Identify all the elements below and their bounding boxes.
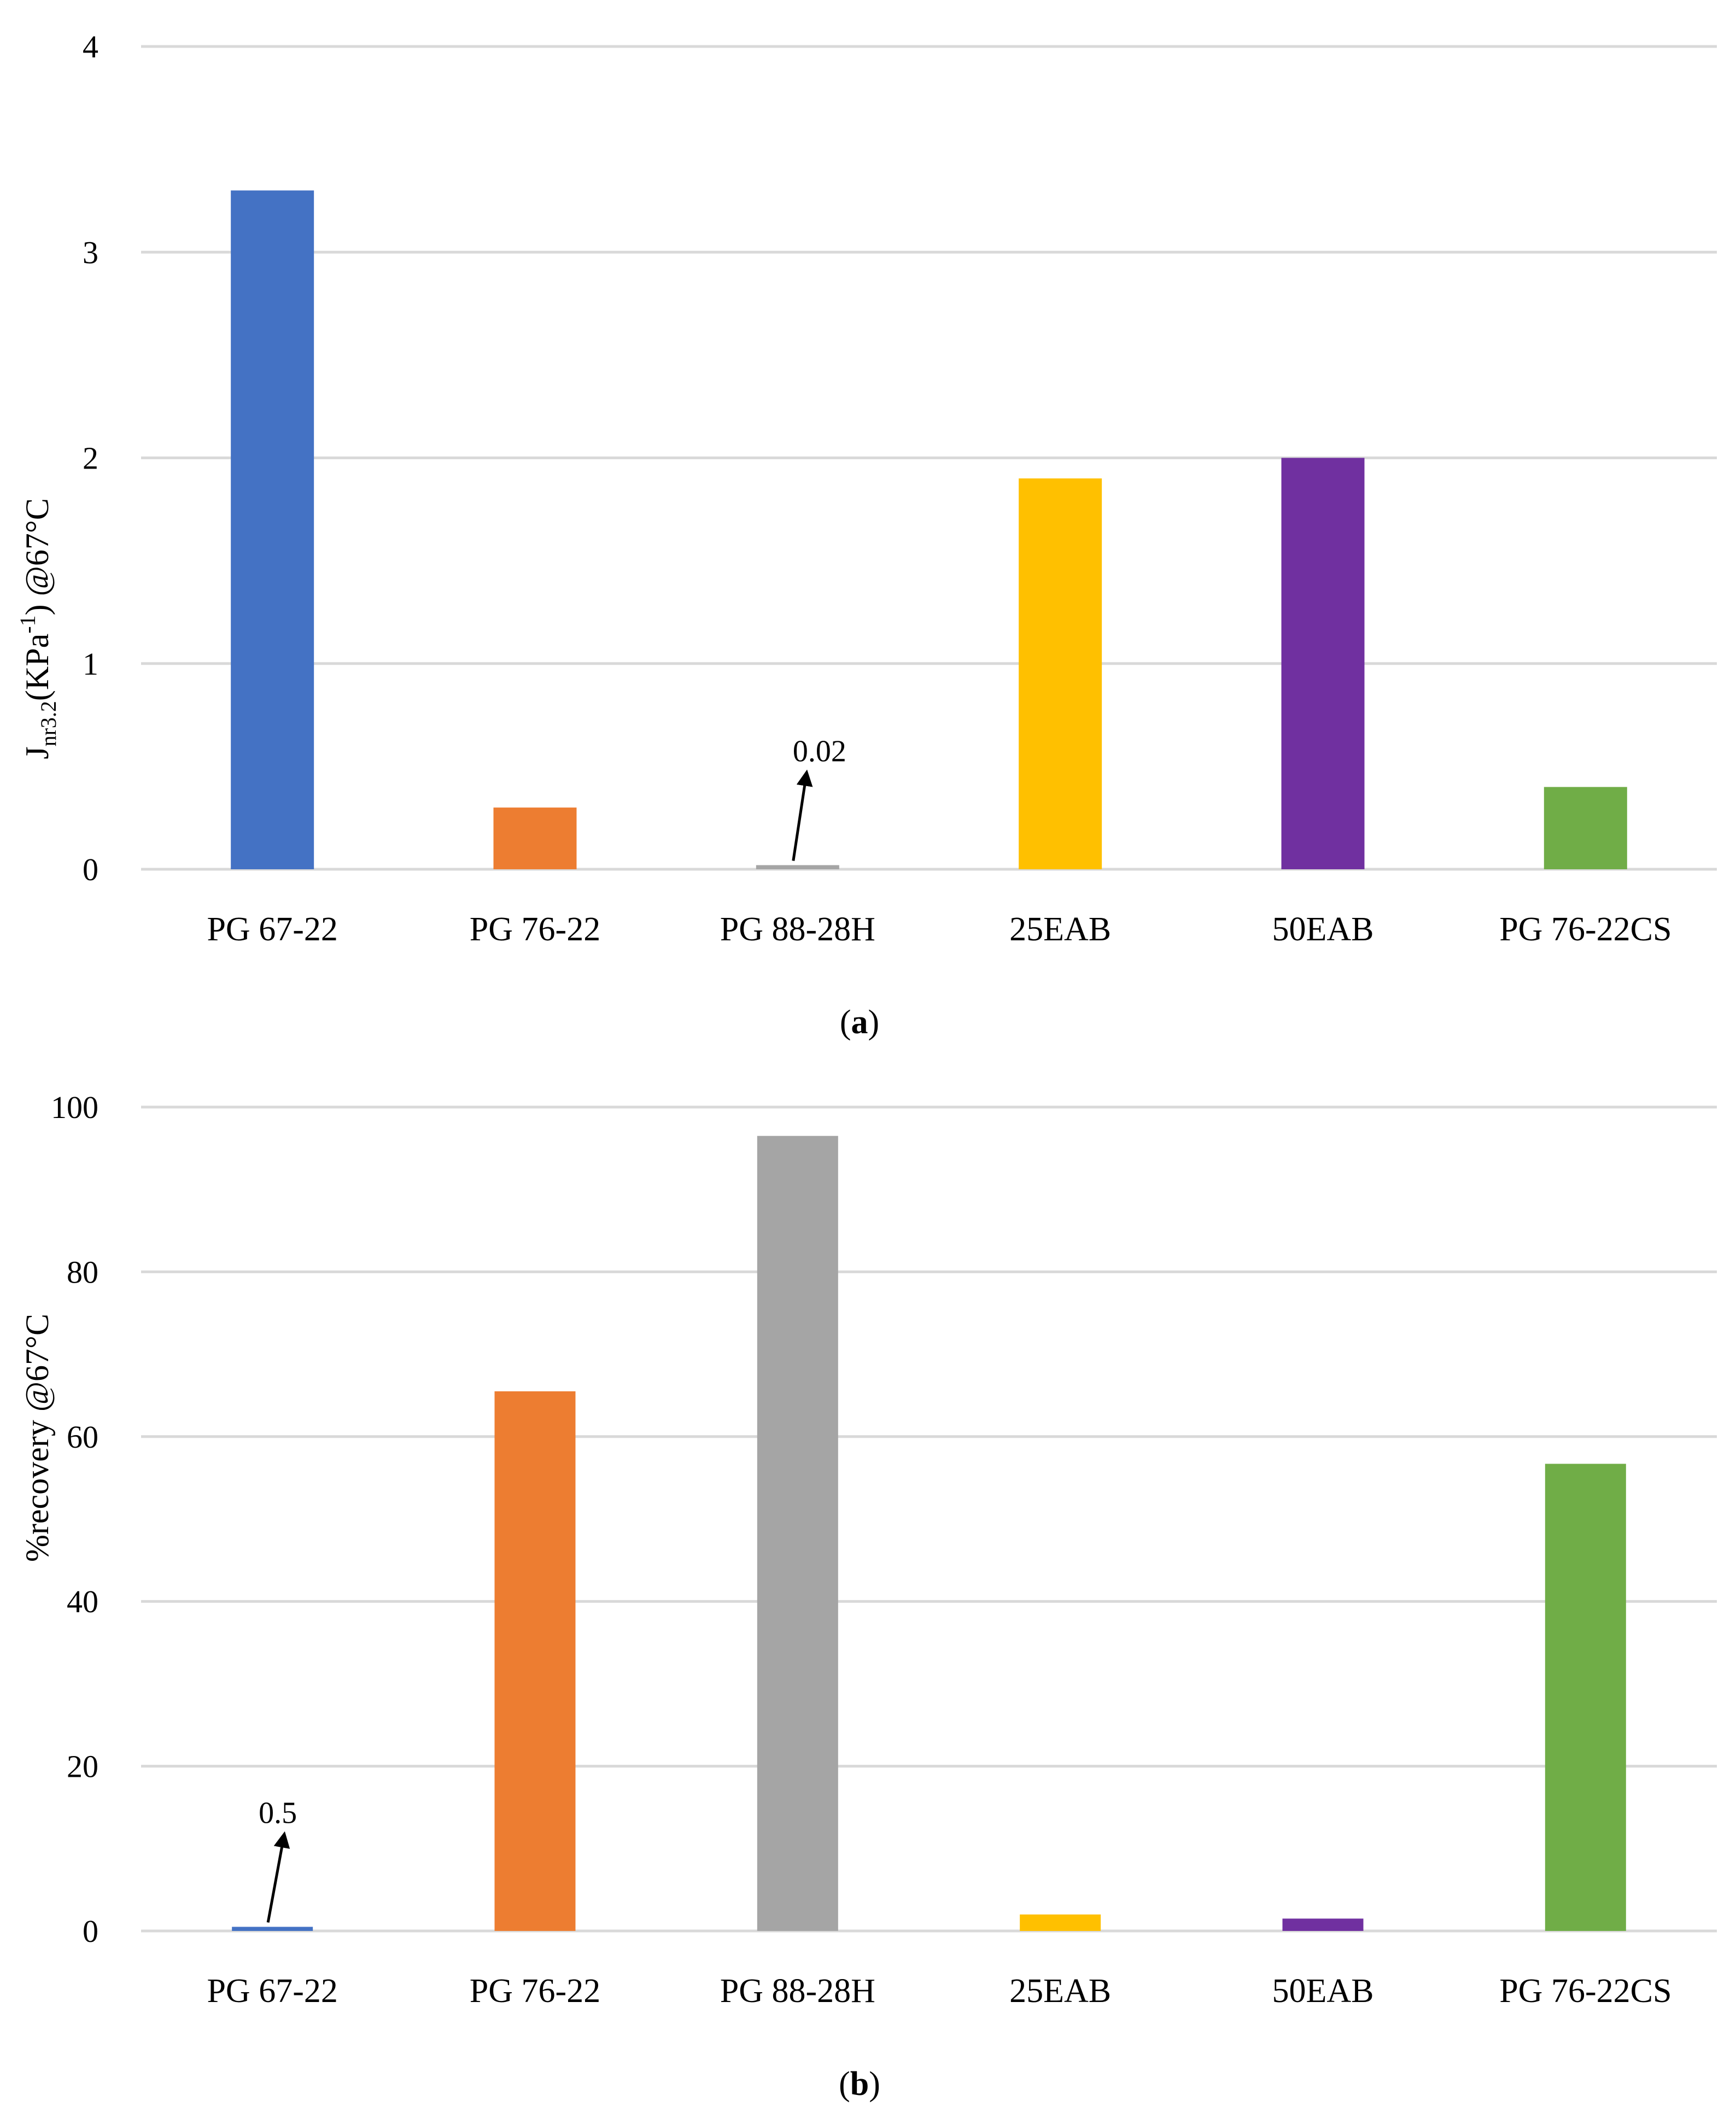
annotation-label: 0.02 (793, 734, 846, 768)
chart-b-gridlines (141, 1105, 1717, 1933)
bar-50eab (1282, 1918, 1364, 1931)
x-category-label: PG 88-28H (720, 911, 875, 948)
chart-a-bars (231, 190, 1627, 869)
chart-a-annotation: 0.02 (792, 734, 846, 861)
bar-25eab (1020, 1914, 1101, 1931)
chart-a-y-ticks: 0 1 2 3 4 (83, 29, 98, 887)
x-category-label: PG 67-22 (207, 911, 337, 948)
y-tick-label: 0 (83, 1913, 98, 1949)
chart-b-caption: (b) (839, 2065, 880, 2103)
annotation-label: 0.5 (259, 1796, 297, 1830)
bar-pg-76-22 (493, 807, 577, 869)
y-tick-label: 0 (83, 852, 98, 887)
chart-b-bars (232, 1135, 1626, 1931)
bar-pg-88-28h (757, 1135, 838, 1931)
y-tick-label: 20 (67, 1749, 98, 1784)
chart-a-gridlines (141, 45, 1717, 871)
y-tick-label: 40 (67, 1584, 98, 1619)
chart-a-caption: (a) (840, 1004, 879, 1041)
bar-pg-76-22cs (1544, 787, 1627, 869)
chart-b-annotation: 0.5 (259, 1796, 297, 1923)
bar-25eab (1019, 478, 1102, 869)
bar-pg-88-28h (756, 865, 839, 869)
chart-b-y-axis-label: %recovery @67°C (19, 1314, 55, 1562)
bar-50eab (1281, 458, 1365, 869)
y-tick-label: 60 (67, 1419, 98, 1455)
y-tick-label: 80 (67, 1254, 98, 1290)
annotation-arrow (266, 1831, 290, 1923)
x-category-label: PG 76-22 (470, 911, 600, 948)
y-tick-label: 2 (83, 441, 98, 476)
annotation-arrow (792, 769, 813, 861)
x-category-label: 50EAB (1272, 911, 1374, 948)
chart-a-x-labels: PG 67-22 PG 76-22 PG 88-28H 25EAB 50EAB PG 76… (207, 911, 1671, 948)
bar-pg-76-22 (494, 1391, 576, 1931)
x-category-label: PG 76-22CS (1499, 911, 1671, 948)
x-category-label: PG 76-22CS (1499, 1972, 1671, 2010)
chart-a: 0 1 2 3 4 PG 67-22 PG 76-22 PG 88-28H 25EAB 50EA… (15, 29, 1717, 1041)
x-category-label: PG 88-28H (720, 1972, 875, 2010)
y-tick-label: 100 (51, 1090, 98, 1125)
chart-b-y-ticks: 0 20 40 60 80 100 (51, 1090, 98, 1949)
y-tick-label: 4 (83, 29, 98, 65)
x-category-label: 25EAB (1009, 1972, 1111, 2010)
x-category-label: 25EAB (1009, 911, 1111, 948)
bar-pg-67-22 (232, 1927, 313, 1931)
x-category-label: PG 67-22 (207, 1972, 337, 2010)
chart-b-x-labels: PG 67-22 PG 76-22 PG 88-28H 25EAB 50EAB PG 76… (207, 1972, 1671, 2010)
bar-pg-76-22cs (1545, 1464, 1626, 1931)
y-tick-label: 3 (83, 235, 98, 270)
chart-a-y-axis-label: Jnr3.2(KPa-1) @67°C (15, 498, 61, 759)
chart-b: 0 20 40 60 80 100 PG 67-22 PG 76-22 PG 88-28H 25… (19, 1090, 1717, 2103)
y-tick-label: 1 (83, 646, 98, 682)
x-category-label: 50EAB (1272, 1972, 1374, 2010)
bar-pg-67-22 (231, 190, 314, 869)
x-category-label: PG 76-22 (470, 1972, 600, 2010)
